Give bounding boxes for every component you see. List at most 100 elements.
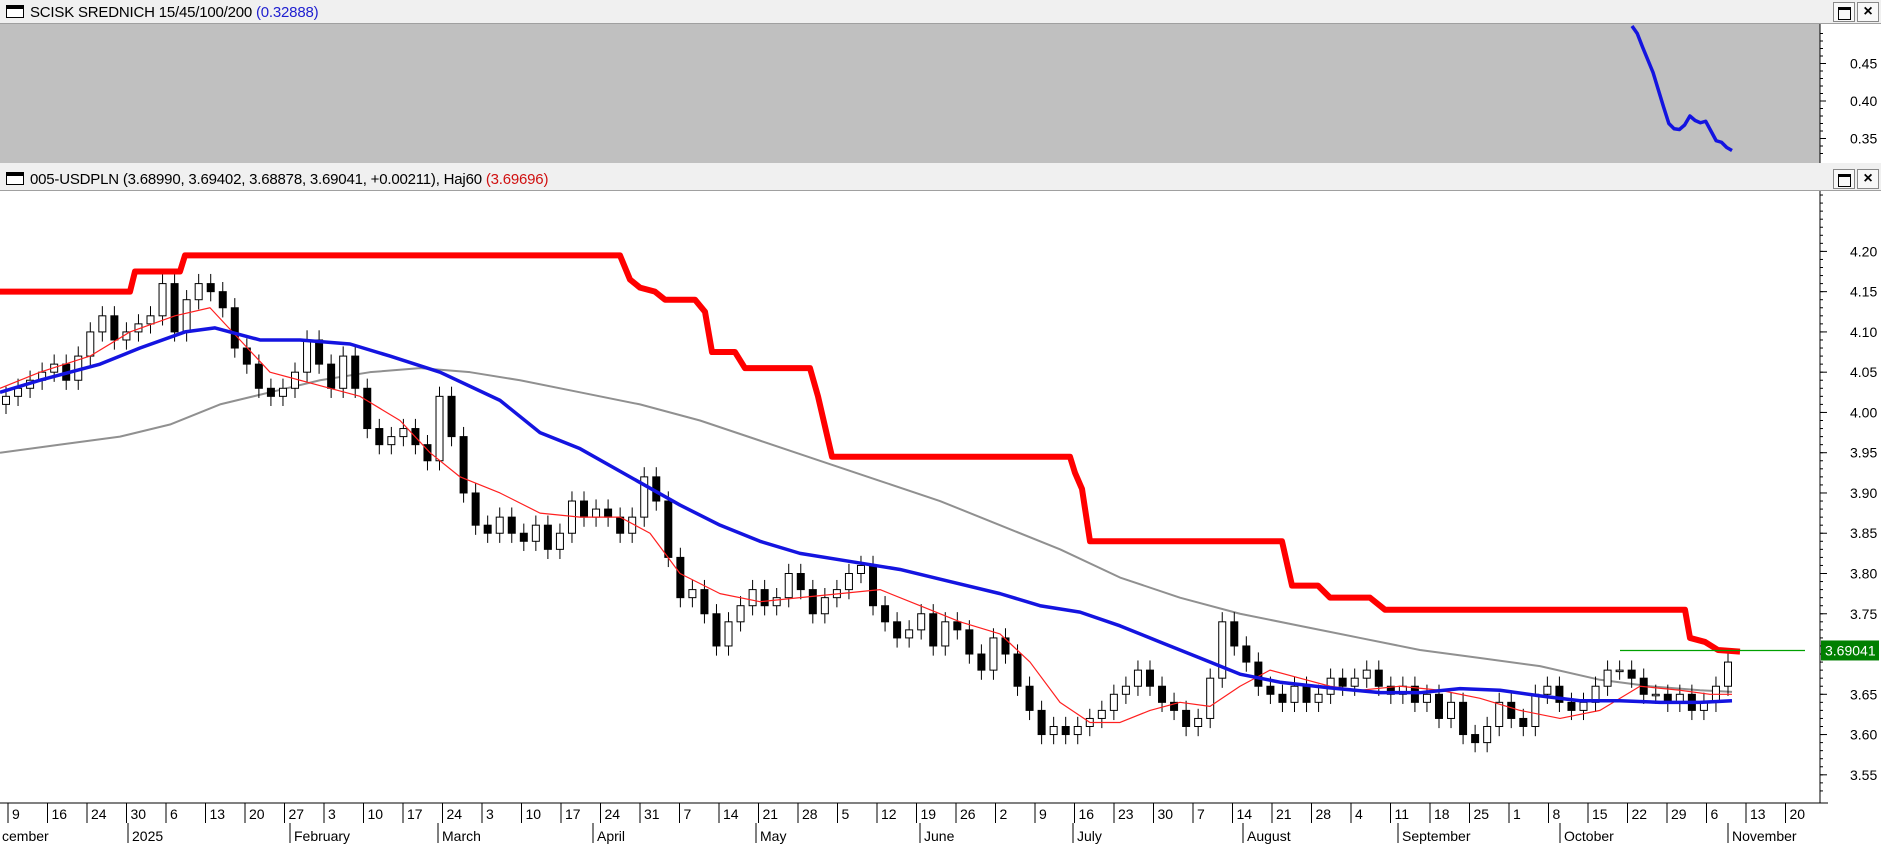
candle-body bbox=[688, 589, 697, 599]
candle-body bbox=[772, 597, 781, 607]
candle-body bbox=[2, 395, 10, 405]
candle-body bbox=[315, 339, 324, 365]
candle-body bbox=[1651, 693, 1660, 697]
month-label: October bbox=[1564, 828, 1614, 844]
y-tick-label: 3.60 bbox=[1850, 727, 1877, 743]
x-date-label: 5 bbox=[842, 806, 850, 822]
candle-body bbox=[1230, 621, 1239, 647]
candle-body bbox=[1495, 701, 1504, 727]
candle-body bbox=[640, 476, 649, 518]
window-icon[interactable] bbox=[6, 5, 24, 18]
candle-body bbox=[881, 605, 890, 623]
candle-body bbox=[459, 436, 468, 494]
month-label: August bbox=[1247, 828, 1291, 844]
y-tick-label: 3.65 bbox=[1850, 686, 1877, 702]
x-date-label: 12 bbox=[881, 806, 897, 822]
candle-body bbox=[1025, 685, 1034, 711]
candle-body bbox=[1266, 685, 1275, 695]
candle-body bbox=[1109, 693, 1118, 711]
candle-body bbox=[1724, 661, 1732, 687]
top-panel-titlebar: SCISK SREDNICH 15/45/100/200 (0.32888) × bbox=[0, 0, 1881, 24]
x-date-label: 16 bbox=[52, 806, 68, 822]
candle-body bbox=[1121, 685, 1130, 695]
x-date-label: 16 bbox=[1079, 806, 1095, 822]
main-axis-background bbox=[1820, 191, 1881, 803]
window-icon[interactable] bbox=[6, 172, 24, 185]
candle-body bbox=[1434, 693, 1443, 719]
candle-body bbox=[254, 363, 263, 389]
candle-body bbox=[1447, 701, 1456, 719]
main-plot-background bbox=[0, 191, 1820, 803]
candle-body bbox=[1158, 685, 1167, 703]
candle-body bbox=[844, 573, 853, 591]
candle-body bbox=[1133, 669, 1142, 687]
candle-body bbox=[387, 436, 396, 446]
x-date-label: 19 bbox=[921, 806, 937, 822]
candle-body bbox=[893, 621, 902, 639]
x-date-label: 10 bbox=[526, 806, 542, 822]
candle-body bbox=[495, 516, 504, 534]
month-label: April bbox=[597, 828, 625, 844]
price-chart[interactable]: 4.20 4.15 4.10 4.05 4.00 3.95 3.90 3.85 3.80 3.75… bbox=[0, 191, 1881, 851]
x-date-label: 31 bbox=[644, 806, 660, 822]
x-date-label: 13 bbox=[210, 806, 226, 822]
maximize-button[interactable] bbox=[1833, 169, 1855, 189]
last-price-box bbox=[1821, 640, 1879, 661]
maximize-button[interactable] bbox=[1833, 2, 1855, 22]
top-indicator-chart: 0.45 0.40 0.35 bbox=[0, 24, 1881, 163]
x-date-label: 6 bbox=[170, 806, 178, 822]
month-label: May bbox=[760, 828, 786, 844]
month-label: February bbox=[294, 828, 350, 844]
main-panel-value: (3.69696) bbox=[485, 171, 549, 188]
candle-body bbox=[351, 355, 360, 389]
candle-body bbox=[760, 589, 769, 607]
close-button[interactable]: × bbox=[1857, 2, 1879, 22]
candle-body bbox=[266, 387, 275, 397]
ma-gray-line bbox=[0, 367, 1733, 693]
candle-body bbox=[1567, 701, 1576, 711]
candle-body bbox=[808, 589, 817, 615]
x-date-label: 7 bbox=[1197, 806, 1205, 822]
candle-body bbox=[1218, 621, 1227, 679]
candle-body bbox=[1254, 661, 1263, 687]
month-label: June bbox=[924, 828, 955, 844]
candle-body bbox=[820, 597, 829, 615]
candle-body bbox=[507, 516, 516, 534]
candle-body bbox=[748, 589, 757, 607]
close-button[interactable]: × bbox=[1857, 169, 1879, 189]
x-date-label: 30 bbox=[1158, 806, 1174, 822]
candle-body bbox=[905, 629, 914, 639]
candle-body bbox=[1555, 685, 1564, 703]
y-tick-label: 3.85 bbox=[1850, 525, 1877, 541]
candle-body bbox=[965, 629, 974, 655]
candle-body bbox=[869, 564, 878, 607]
candle-body bbox=[676, 556, 685, 599]
candle-body bbox=[327, 363, 336, 389]
y-tick-label: 0.45 bbox=[1850, 56, 1877, 72]
candle-body bbox=[182, 299, 191, 333]
x-date-label: 18 bbox=[1434, 806, 1450, 822]
candle-body bbox=[14, 387, 23, 397]
date-axis-background bbox=[0, 803, 1881, 851]
x-date-label: 28 bbox=[1316, 806, 1332, 822]
candle-body bbox=[303, 339, 312, 373]
candle-body bbox=[736, 605, 745, 623]
candle-body bbox=[519, 532, 528, 542]
candle-body bbox=[784, 573, 793, 599]
y-tick-label: 0.35 bbox=[1850, 131, 1877, 147]
candle-body bbox=[1543, 685, 1552, 695]
x-date-label: 30 bbox=[131, 806, 147, 822]
month-label: March bbox=[442, 828, 481, 844]
candle-body bbox=[856, 564, 865, 574]
candle-body bbox=[1013, 653, 1022, 687]
candle-body bbox=[1350, 677, 1359, 687]
x-date-label: 10 bbox=[368, 806, 384, 822]
candle-body bbox=[194, 283, 203, 301]
x-date-label: 24 bbox=[91, 806, 107, 822]
x-date-label: 24 bbox=[605, 806, 621, 822]
candle-body bbox=[555, 532, 564, 550]
candle-body bbox=[1049, 726, 1058, 736]
month-label: November bbox=[1732, 828, 1797, 844]
candle-body bbox=[98, 315, 107, 333]
y-tick-label: 3.75 bbox=[1850, 606, 1877, 622]
